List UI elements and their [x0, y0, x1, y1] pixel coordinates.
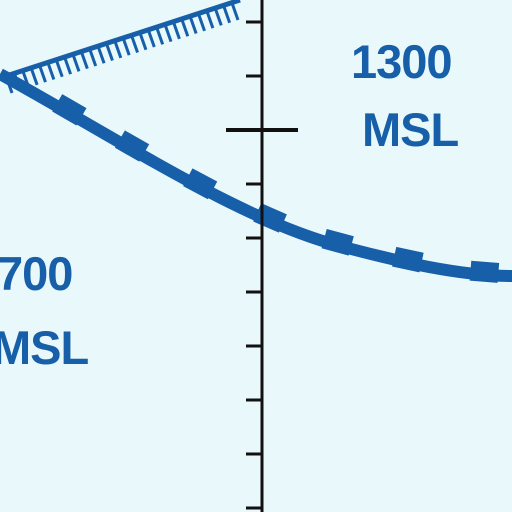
boundary-tick-block: [470, 261, 500, 283]
altitude-label-left-unit: MSL: [0, 321, 89, 374]
altitude-label-right-unit: MSL: [362, 103, 459, 156]
altitude-label-right-value: 1300: [351, 35, 452, 88]
altitude-label-left-value: 700: [0, 247, 72, 300]
